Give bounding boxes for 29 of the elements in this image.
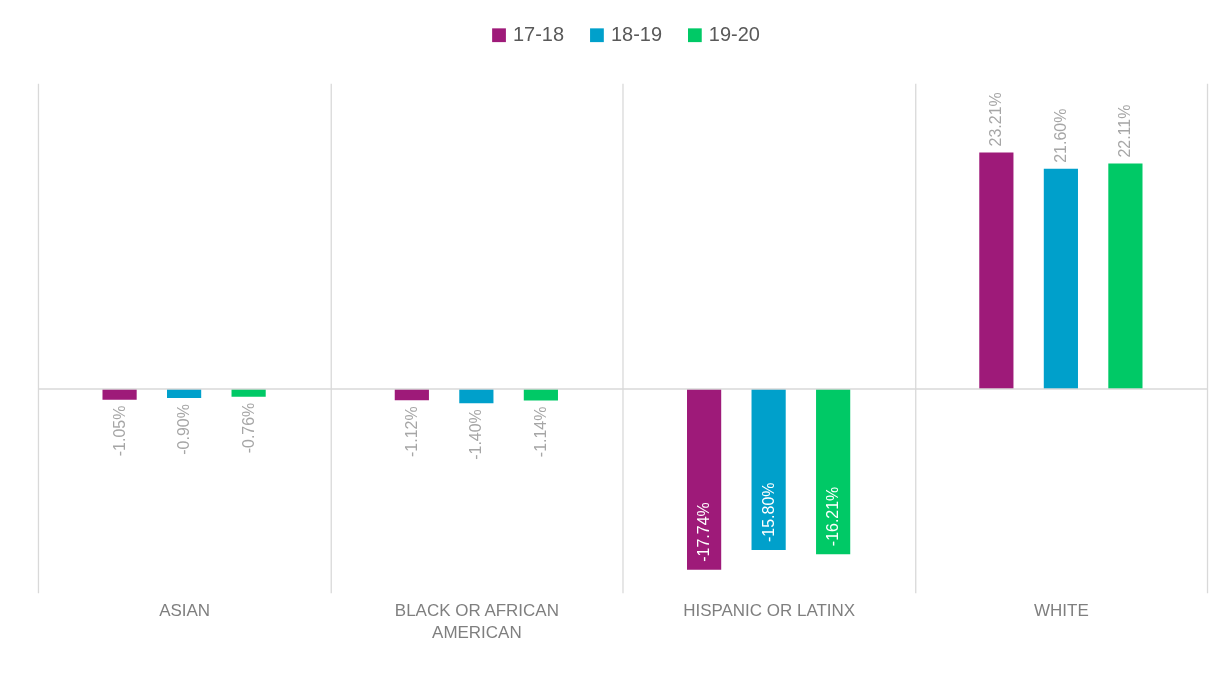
bar [523, 388, 558, 401]
x-tick-label: HISPANIC OR LATINX [683, 601, 856, 621]
data-label: -17.74% [695, 502, 713, 562]
bar [751, 388, 786, 550]
data-label: -0.90% [175, 404, 193, 455]
bar [687, 388, 722, 570]
data-label: -15.80% [759, 482, 777, 542]
data-label: -0.76% [239, 402, 257, 454]
bar [979, 152, 1014, 389]
data-label: 21.60% [1051, 108, 1069, 163]
data-label: 23.21% [987, 92, 1005, 147]
data-label: 22.11% [1116, 104, 1134, 158]
x-tick-label: BLACK OR AFRICAN AMERICAN [394, 601, 559, 643]
data-label: -1.05% [110, 405, 128, 457]
bar [102, 388, 137, 400]
legend-label: 18-19 [610, 23, 662, 46]
data-label: -1.12% [402, 406, 420, 457]
legend-label: 19-20 [708, 23, 760, 46]
bar [1043, 168, 1078, 389]
bar [1108, 163, 1143, 389]
bar [231, 388, 266, 397]
data-label: -1.14% [531, 406, 549, 458]
x-tick-label: ASIAN [159, 601, 211, 621]
bar [459, 388, 494, 404]
data-label: -16.21% [824, 486, 842, 547]
legend-label: 17-18 [513, 23, 565, 46]
x-tick-label: WHITE [1034, 601, 1089, 621]
bar [816, 388, 851, 555]
data-label: -1.40% [467, 409, 485, 460]
